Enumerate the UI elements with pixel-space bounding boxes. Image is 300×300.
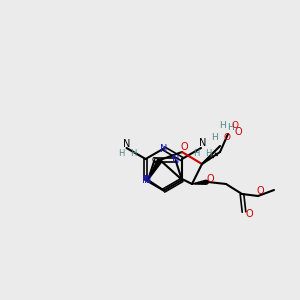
Text: H: H [130,148,137,158]
Text: O: O [234,127,242,137]
Text: O: O [256,186,264,196]
Text: N: N [144,175,152,185]
Text: N: N [160,143,167,154]
Text: N: N [123,139,130,149]
Text: H: H [211,134,218,142]
Text: O: O [206,174,214,184]
Text: O: O [224,134,231,142]
Text: O: O [245,209,253,219]
Polygon shape [148,159,162,180]
Text: N: N [172,155,179,165]
Text: N: N [142,175,149,185]
Text: N: N [199,138,207,148]
Text: O: O [232,122,239,130]
Text: H: H [118,148,125,158]
Text: O: O [180,142,188,152]
Text: H: H [219,122,226,130]
Text: H: H [193,148,199,158]
Text: H: H [228,122,234,131]
Text: H: H [205,148,211,158]
Text: C: C [152,157,157,163]
